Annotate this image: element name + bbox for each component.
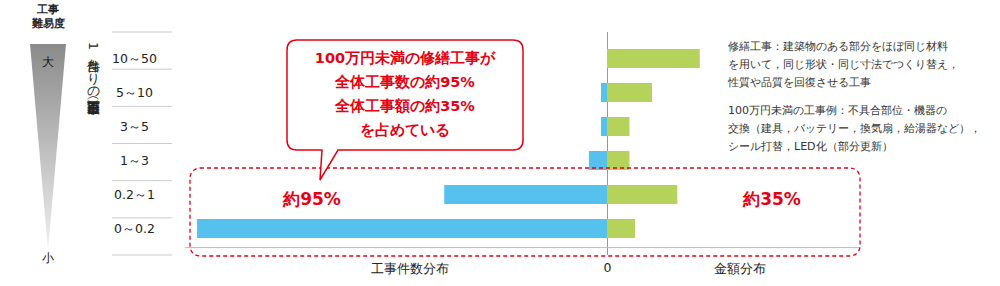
- svg-text:約95%: 約95%: [282, 189, 341, 209]
- svg-text:性質や品質を回復させる工事: 性質や品質を回復させる工事: [727, 76, 871, 89]
- svg-text:大: 大: [42, 55, 54, 69]
- svg-text:1件当たりの工事金額（百万円）: 1件当たりの工事金額（百万円）: [86, 42, 101, 116]
- svg-text:シール打替，LED化（部分更新）: シール打替，LED化（部分更新）: [728, 140, 893, 153]
- svg-text:1～3: 1～3: [120, 153, 149, 168]
- svg-text:交換（建具，バッテリー，換気扇，給湯器など），: 交換（建具，バッテリー，換気扇，給湯器など），: [728, 122, 981, 135]
- svg-text:全体工事額の約35%: 全体工事額の約35%: [334, 98, 475, 114]
- svg-text:0: 0: [604, 260, 612, 275]
- svg-text:10～50: 10～50: [112, 51, 157, 66]
- svg-text:0.2～1: 0.2～1: [114, 187, 155, 202]
- svg-text:小: 小: [42, 251, 54, 265]
- svg-text:難易度: 難易度: [31, 17, 65, 30]
- svg-text:0～0.2: 0～0.2: [114, 221, 155, 236]
- svg-text:3～5: 3～5: [120, 119, 149, 134]
- svg-text:5～10: 5～10: [116, 85, 153, 100]
- svg-text:を用いて，同じ形状・同じ寸法でつくり替え，: を用いて，同じ形状・同じ寸法でつくり替え，: [728, 58, 959, 71]
- svg-text:100万円未満の工事例：不具合部位・機器の: 100万円未満の工事例：不具合部位・機器の: [728, 104, 947, 117]
- svg-text:を占めている: を占めている: [360, 122, 450, 138]
- svg-text:約35%: 約35%: [742, 189, 801, 209]
- svg-text:工事件数分布: 工事件数分布: [371, 261, 449, 276]
- svg-text:修繕工事：建築物のある部分をほぼ同じ材料: 修繕工事：建築物のある部分をほぼ同じ材料: [728, 40, 948, 53]
- svg-text:全体工事数の約95%: 全体工事数の約95%: [334, 74, 475, 90]
- svg-text:金額分布: 金額分布: [714, 261, 766, 276]
- svg-text:工事: 工事: [36, 3, 59, 16]
- svg-text:100万円未満の修繕工事が: 100万円未満の修繕工事が: [315, 50, 496, 66]
